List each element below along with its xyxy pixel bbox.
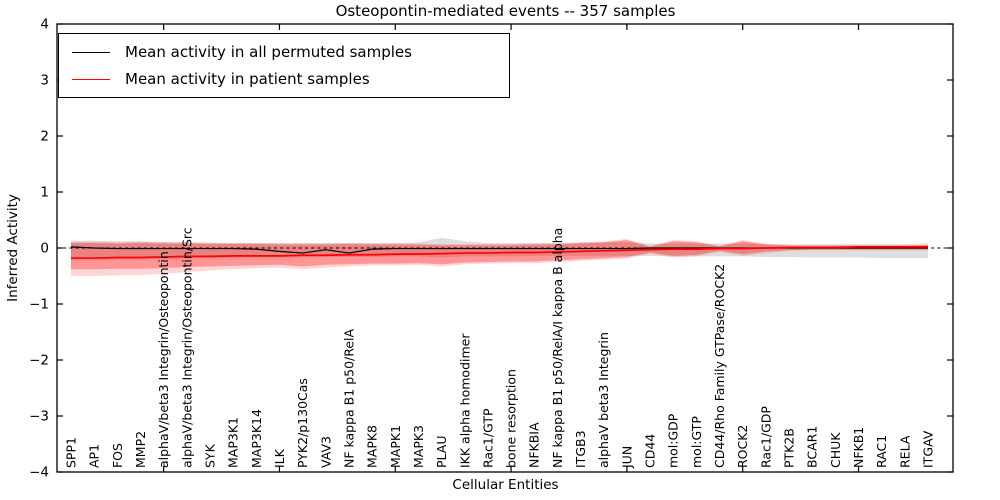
legend: Mean activity in all permuted samples Me…	[58, 33, 510, 98]
y-tick-label: 4	[40, 17, 49, 33]
x-category-label: ROCK2	[735, 425, 750, 468]
x-category-label: ILK	[272, 448, 287, 468]
x-category-label: MAPK8	[365, 425, 380, 468]
y-tick-label: −4	[29, 465, 49, 481]
x-category-label: BCAR1	[805, 426, 820, 468]
x-category-label: mol:GDP	[666, 413, 681, 468]
y-tick-label: 2	[40, 129, 49, 145]
x-category-label: NF kappa B1 p50/RelA/I kappa B alpha	[550, 228, 565, 468]
x-category-label: RELA	[897, 435, 912, 468]
legend-label-permuted: Mean activity in all permuted samples	[125, 43, 412, 61]
y-tick-label: 1	[40, 185, 49, 201]
x-category-label: CD44	[643, 434, 658, 468]
x-category-label: VAV3	[318, 436, 333, 468]
x-category-label: NF kappa B1 p50/RelA	[341, 328, 356, 468]
x-category-label: AP1	[87, 444, 102, 468]
y-tick-label: −2	[29, 353, 49, 369]
x-category-label: CHUK	[828, 432, 843, 468]
x-category-label: bone resorption	[504, 369, 519, 468]
x-category-label: JUN	[619, 446, 634, 469]
x-category-label: RAC1	[874, 435, 889, 468]
y-tick-label: 0	[40, 241, 49, 257]
x-category-label: SPP1	[64, 437, 79, 468]
x-category-label: MMP2	[133, 431, 148, 468]
x-category-label: PLAU	[434, 436, 449, 469]
y-tick-label: −3	[29, 409, 49, 425]
x-category-label: ITGAV	[921, 430, 936, 468]
x-category-label: CD44/Rho Family GTPase/ROCK2	[712, 264, 727, 468]
x-category-label: MAP3K1	[226, 417, 241, 468]
x-category-label: FOS	[110, 443, 125, 468]
x-axis-label: Cellular Entities	[452, 477, 559, 493]
x-category-label: Rac1/GDP	[758, 406, 773, 468]
x-category-label: MAPK3	[411, 425, 426, 468]
legend-label-patient: Mean activity in patient samples	[125, 70, 370, 88]
x-category-label: alphaV beta3 Integrin	[596, 332, 611, 468]
patient-line-sample	[72, 78, 110, 80]
y-tick-label: 3	[40, 73, 49, 89]
legend-item-permuted: Mean activity in all permuted samples	[72, 43, 509, 61]
x-category-label: Rac1/GTP	[480, 408, 495, 468]
x-category-label: SYK	[202, 443, 217, 468]
x-category-label: PTK2B	[782, 428, 797, 468]
x-category-label: mol:GTP	[689, 416, 704, 468]
y-tick-label: −1	[29, 297, 49, 313]
x-category-label: MAPK1	[388, 425, 403, 468]
permuted-line-sample	[72, 51, 110, 53]
x-category-label: ITGB3	[573, 430, 588, 468]
x-category-label: NFKB1	[851, 427, 866, 468]
patient-mean-line	[71, 246, 928, 259]
x-category-label: alphaV/beta3 Integrin/Osteopontin/Src	[179, 227, 194, 468]
x-category-label: alphaV/beta3 Integrin/Osteopontin	[156, 251, 171, 468]
x-category-label: MAP3K14	[249, 409, 264, 468]
legend-item-patient: Mean activity in patient samples	[72, 70, 509, 88]
chart-title: Osteopontin-mediated events -- 357 sampl…	[335, 2, 676, 20]
x-category-label: PYK2/p130Cas	[295, 378, 310, 468]
x-category-label: NFKBIA	[527, 422, 542, 468]
x-category-label: IKK alpha homodimer	[457, 333, 472, 468]
